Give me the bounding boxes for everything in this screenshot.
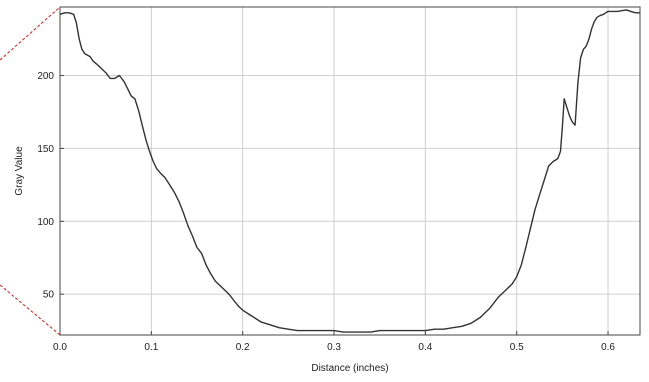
y-axis-title: Gray Value xyxy=(14,146,25,196)
tick-labels: 0.0 0.1 0.2 0.3 0.4 0.5 0.6 50 100 150 200 xyxy=(37,71,615,353)
y-tick-label: 200 xyxy=(37,71,54,82)
x-axis-title: Distance (inches) xyxy=(311,363,388,374)
profile-line xyxy=(59,9,640,333)
x-tick-label: 0.0 xyxy=(53,342,67,353)
plot-area-frame xyxy=(59,6,641,336)
y-tick-label: 50 xyxy=(43,290,55,301)
x-tick-label: 0.1 xyxy=(144,342,158,353)
selection-connector-line-top xyxy=(0,6,61,61)
selection-connector-line-bottom xyxy=(0,284,61,336)
x-tick-label: 0.4 xyxy=(418,342,432,353)
y-tick-label: 150 xyxy=(37,144,54,155)
x-tick-label: 0.5 xyxy=(510,342,524,353)
x-tick-label: 0.3 xyxy=(327,342,341,353)
y-tick-label: 100 xyxy=(37,217,54,228)
grid xyxy=(59,7,640,335)
series-layer xyxy=(59,9,640,333)
x-tick-label: 0.6 xyxy=(601,342,615,353)
x-tick-label: 0.2 xyxy=(236,342,250,353)
